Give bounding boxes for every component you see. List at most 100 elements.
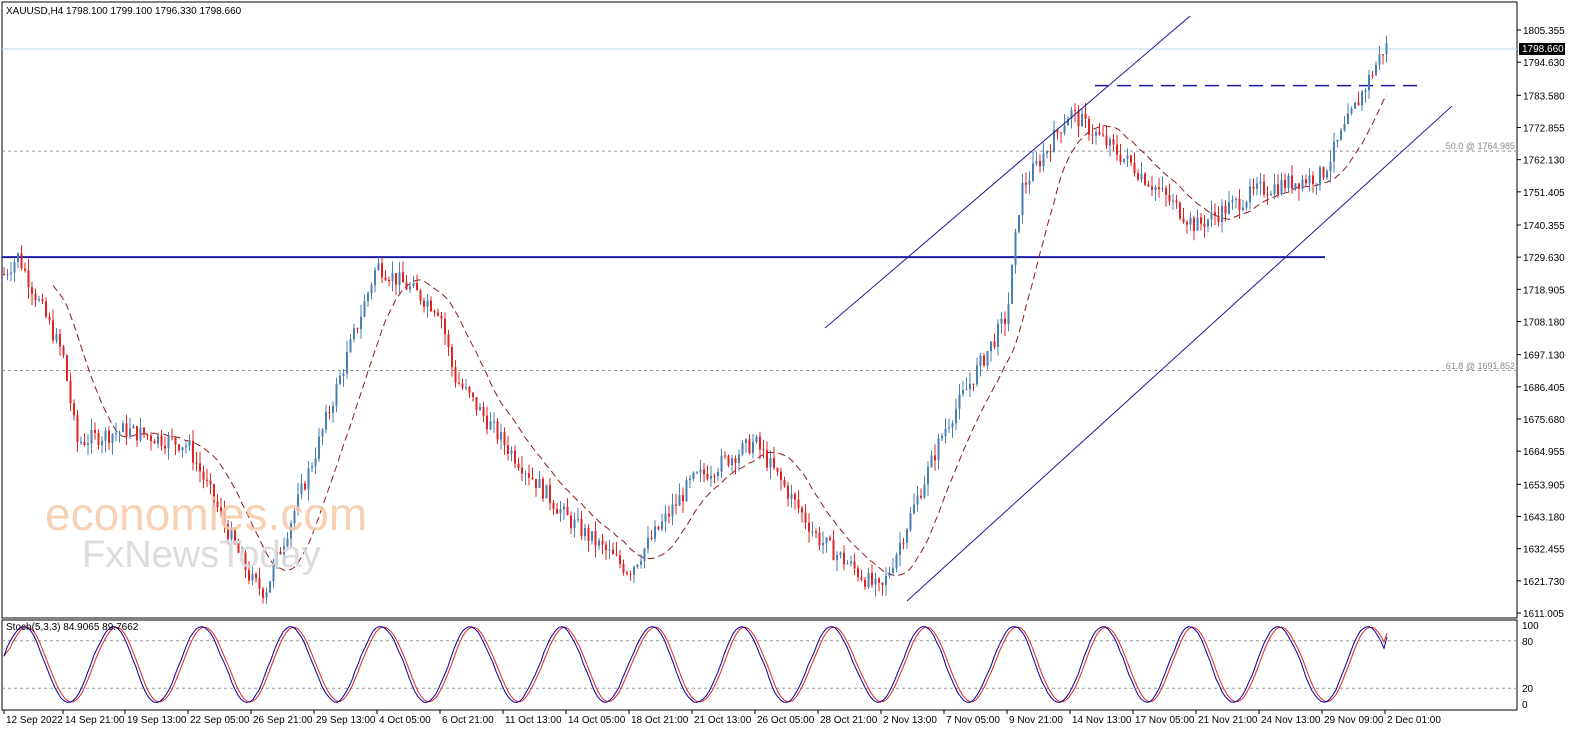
price-tick-label: 1783.580 [1523, 91, 1565, 102]
candle-body [1172, 200, 1174, 202]
candle-body [1154, 187, 1157, 190]
candle-body [318, 436, 320, 459]
candle-body [598, 540, 600, 546]
candle-body [769, 457, 772, 468]
candle-body [794, 493, 796, 500]
candle-body [1000, 318, 1003, 324]
candle-body [237, 542, 240, 553]
candle-body [892, 568, 894, 573]
svg-text:1798.660: 1798.660 [1522, 44, 1564, 55]
candle-body [143, 427, 145, 435]
price-tick-label: 1621.730 [1523, 577, 1565, 588]
candle-body [874, 578, 877, 585]
candle-body [164, 445, 166, 449]
time-tick-label: 2 Nov 13:00 [883, 715, 937, 726]
candle-body [552, 502, 555, 509]
price-tick-label: 1697.130 [1523, 351, 1565, 362]
candle-body [822, 542, 824, 546]
candle-body [1242, 207, 1244, 210]
price-tick-label: 1653.905 [1523, 480, 1565, 491]
candle-body [1308, 175, 1311, 184]
candle-body [300, 483, 303, 495]
candle-body [1291, 175, 1293, 189]
main-panel-frame [1, 1, 1518, 619]
candle-body [213, 484, 215, 502]
time-tick-label: 14 Oct 05:00 [568, 715, 626, 726]
candle-body [335, 384, 338, 406]
candle-body [965, 389, 968, 391]
candle-body [675, 504, 677, 506]
fib-618-label: 61.8 @ 1691.852 [1446, 361, 1515, 371]
candle-body [157, 435, 159, 444]
candle-body [556, 508, 558, 514]
stoch-axis: 100 80 20 0 [1522, 621, 1539, 711]
candle-body [1088, 118, 1090, 135]
candle-body [1035, 161, 1038, 164]
candle-body [692, 472, 695, 479]
candle-body [1203, 223, 1206, 227]
candle-body [178, 444, 180, 451]
candle-body [1301, 179, 1304, 189]
candle-body [1046, 151, 1048, 154]
candle-body [808, 522, 810, 532]
candle-body [734, 458, 737, 464]
candle-body [643, 548, 646, 562]
candle-body [1347, 113, 1349, 125]
candle-body [405, 282, 408, 290]
candle-body [710, 475, 712, 479]
candle-body [1081, 113, 1083, 127]
stoch-tick-label: 0 [1522, 700, 1528, 711]
candle-body [696, 472, 698, 474]
candle-body [622, 563, 625, 573]
candle-body [188, 440, 191, 446]
candle-body [426, 300, 429, 307]
candle-body [202, 471, 205, 480]
candle-body [573, 519, 576, 528]
candle-body [388, 280, 390, 282]
candle-body [1259, 181, 1262, 184]
candle-body [640, 561, 642, 565]
time-tick-label: 6 Oct 21:00 [442, 715, 494, 726]
stoch-main-line [3, 626, 1388, 703]
candle-body [899, 542, 901, 555]
candle-body [1004, 318, 1006, 325]
candle-body [1354, 102, 1356, 109]
candle-body [1123, 158, 1125, 162]
candle-body [482, 407, 485, 416]
candle-body [801, 508, 803, 513]
candle-body [41, 299, 44, 302]
candle-body [1207, 219, 1209, 227]
candle-body [1116, 144, 1118, 155]
candle-body [1333, 141, 1335, 162]
candle-body [255, 573, 257, 579]
candle-body [479, 407, 481, 411]
candle-body [1165, 188, 1167, 195]
candle-body [377, 263, 380, 270]
candle-body [514, 450, 516, 464]
candle-body [1098, 132, 1101, 135]
candle-body [1130, 155, 1132, 163]
candle-body [1231, 199, 1234, 203]
candle-body [752, 441, 754, 454]
candle-body [1053, 130, 1055, 152]
candle-body [920, 495, 922, 498]
candle-body [755, 436, 758, 442]
candle-body [1126, 155, 1129, 159]
channel-lower-line [906, 105, 1453, 602]
candle-body [727, 455, 730, 466]
candle-body [780, 471, 782, 481]
candle-body [829, 537, 831, 540]
candle-body [220, 507, 222, 512]
candle-body [902, 542, 905, 544]
candle-body [629, 573, 632, 575]
candle-body [1350, 108, 1353, 114]
candle-body [174, 437, 177, 445]
price-tick-label: 1675.680 [1523, 415, 1565, 426]
time-tick-label: 14 Nov 13:00 [1072, 715, 1132, 726]
candle-body [17, 253, 19, 263]
candle-body [167, 436, 170, 449]
candle-body [24, 268, 26, 271]
candle-body [1147, 184, 1150, 187]
time-tick-label: 26 Oct 05:00 [757, 715, 815, 726]
